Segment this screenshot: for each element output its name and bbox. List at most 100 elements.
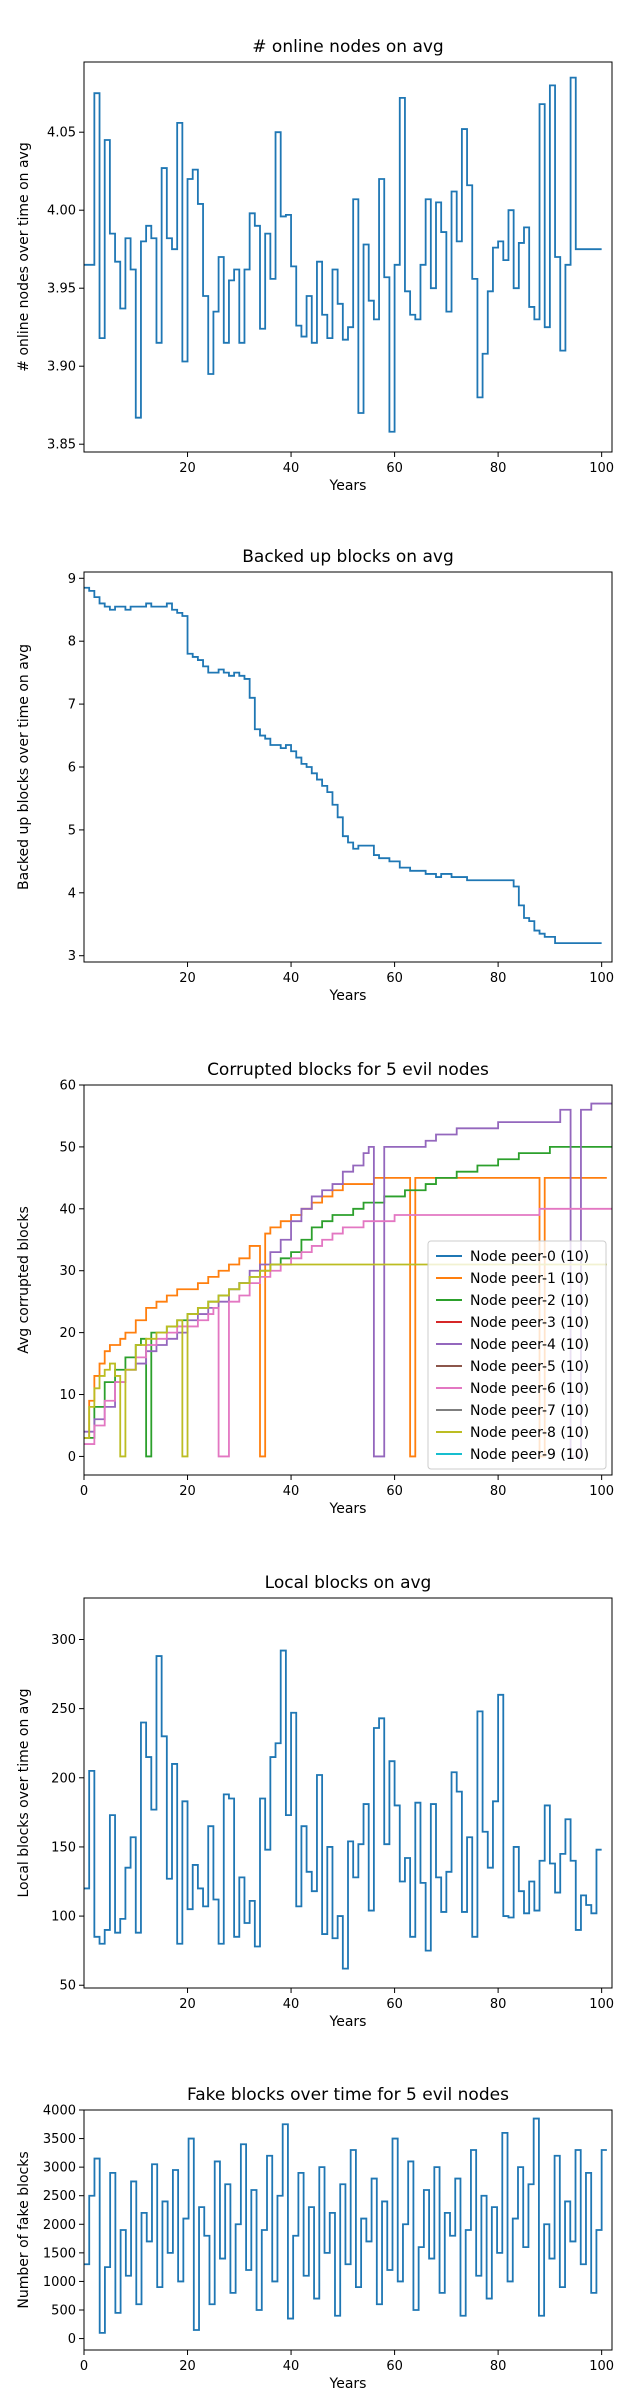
y-tick-label: 7 [68, 698, 76, 713]
x-tick-label: 60 [386, 2359, 403, 2374]
y-tick-label: 1500 [43, 2246, 76, 2261]
y-tick-label: 60 [59, 1079, 76, 1094]
legend-entry: Node peer-9 (10) [470, 1447, 589, 1463]
y-tick-label: 4 [68, 886, 76, 901]
y-axis-label: # online nodes over time on avg [16, 142, 32, 371]
series-line-backed [84, 586, 602, 945]
y-tick-label: 3.85 [47, 438, 76, 453]
x-tick-label: 80 [490, 2359, 507, 2374]
legend-entry: Node peer-8 (10) [470, 1425, 589, 1441]
y-axis-label: Local blocks over time on avg [16, 1688, 32, 1897]
y-axis-label: Avg corrupted blocks [16, 1206, 32, 1354]
x-tick-label: 40 [283, 1484, 300, 1499]
legend-entry: Node peer-3 (10) [470, 1315, 589, 1331]
y-tick-label: 30 [59, 1264, 76, 1279]
y-tick-label: 300 [51, 1633, 76, 1648]
chart-title: Backed up blocks on avg [242, 547, 454, 567]
y-tick-label: 10 [59, 1388, 76, 1403]
y-tick-label: 4.05 [47, 126, 76, 141]
x-tick-label: 0 [80, 2359, 88, 2374]
y-tick-label: 200 [51, 1771, 76, 1786]
y-tick-label: 3.95 [47, 282, 76, 297]
y-axis-label: Number of fake blocks [16, 2151, 32, 2308]
y-tick-label: 8 [68, 635, 76, 650]
x-tick-label: 100 [589, 971, 614, 986]
plot-frame [83, 1084, 613, 1476]
x-axis-label: Years [329, 2014, 367, 2030]
y-tick-label: 6 [68, 761, 76, 776]
y-tick-label: 0 [68, 1450, 76, 1465]
chart-title: # online nodes on avg [252, 37, 443, 57]
series-line-node-peer-1-10- [84, 1176, 607, 1458]
plot-frame [83, 2109, 613, 2351]
x-tick-label: 80 [490, 461, 507, 476]
y-tick-label: 500 [51, 2304, 76, 2319]
x-axis-label: Years [329, 1501, 367, 1517]
y-tick-label: 100 [51, 1910, 76, 1925]
y-axis-label: Backed up blocks over time on avg [16, 644, 32, 890]
x-tick-label: 100 [589, 1997, 614, 2012]
chart-title: Fake blocks over time for 5 evil nodes [187, 2085, 509, 2105]
x-tick-label: 20 [179, 1997, 196, 2012]
x-tick-label: 40 [283, 1997, 300, 2012]
x-tick-label: 60 [386, 1484, 403, 1499]
y-tick-label: 3.90 [47, 360, 76, 375]
series-line-node-peer-6-10- [84, 1207, 612, 1458]
y-tick-label: 4000 [43, 2104, 76, 2119]
x-tick-label: 80 [490, 1997, 507, 2012]
x-tick-label: 60 [386, 971, 403, 986]
series-line-node-peer-8-10- [84, 1263, 607, 1458]
legend-entry: Node peer-6 (10) [470, 1381, 589, 1397]
chart-5: Fake blocks over time for 5 evil nodes Ye… [16, 2085, 614, 2392]
series-line-online [84, 76, 602, 433]
y-tick-label: 50 [59, 1979, 76, 1994]
y-tick-label: 3500 [43, 2132, 76, 2147]
y-tick-label: 2000 [43, 2218, 76, 2233]
y-tick-label: 20 [59, 1326, 76, 1341]
x-tick-label: 100 [589, 461, 614, 476]
chart-title: Local blocks on avg [265, 1573, 432, 1593]
legend-entry: Node peer-5 (10) [470, 1359, 589, 1375]
x-tick-label: 60 [386, 461, 403, 476]
y-tick-label: 40 [59, 1202, 76, 1217]
y-tick-label: 4.00 [47, 204, 76, 219]
plot-frame [83, 571, 613, 963]
x-tick-label: 40 [283, 2359, 300, 2374]
y-tick-label: 3 [68, 949, 76, 964]
x-axis-label: Years [329, 988, 367, 1004]
y-tick-label: 0 [68, 2332, 76, 2347]
plot-frame [83, 61, 613, 453]
x-axis-label: Years [329, 2376, 367, 2392]
x-tick-label: 100 [589, 2359, 614, 2374]
y-tick-label: 1000 [43, 2275, 76, 2290]
legend-entry: Node peer-7 (10) [470, 1403, 589, 1419]
chart-2: Backed up blocks on avg Years Backed up bl… [16, 547, 614, 1004]
x-tick-label: 20 [179, 461, 196, 476]
chart-3: Corrupted blocks for 5 evil nodes Years Av… [16, 1060, 614, 1517]
chart-title: Corrupted blocks for 5 evil nodes [207, 1060, 489, 1080]
x-tick-label: 20 [179, 971, 196, 986]
x-tick-label: 80 [490, 1484, 507, 1499]
y-tick-label: 150 [51, 1840, 76, 1855]
x-tick-label: 20 [179, 2359, 196, 2374]
y-tick-label: 250 [51, 1702, 76, 1717]
x-tick-label: 60 [386, 1997, 403, 2012]
legend-entry: Node peer-2 (10) [470, 1293, 589, 1309]
series-line-fake [84, 2117, 607, 2334]
y-tick-label: 2500 [43, 2189, 76, 2204]
legend-entry: Node peer-4 (10) [470, 1337, 589, 1353]
plot-frame [83, 1597, 613, 1989]
chart-1: # online nodes on avg Years # online nodes… [16, 37, 614, 494]
y-tick-label: 5 [68, 823, 76, 838]
x-tick-label: 40 [283, 461, 300, 476]
legend: Node peer-0 (10) Node peer-1 (10) Node pee… [427, 1240, 607, 1470]
legend-entry: Node peer-0 (10) [470, 1249, 589, 1265]
x-tick-label: 100 [589, 1484, 614, 1499]
x-tick-label: 0 [80, 1484, 88, 1499]
legend-box [427, 1240, 607, 1470]
y-tick-label: 9 [68, 572, 76, 587]
legend-entry: Node peer-1 (10) [470, 1271, 589, 1287]
chart-4: Local blocks on avg Years Local blocks ove… [16, 1573, 614, 2030]
y-tick-label: 50 [59, 1140, 76, 1155]
